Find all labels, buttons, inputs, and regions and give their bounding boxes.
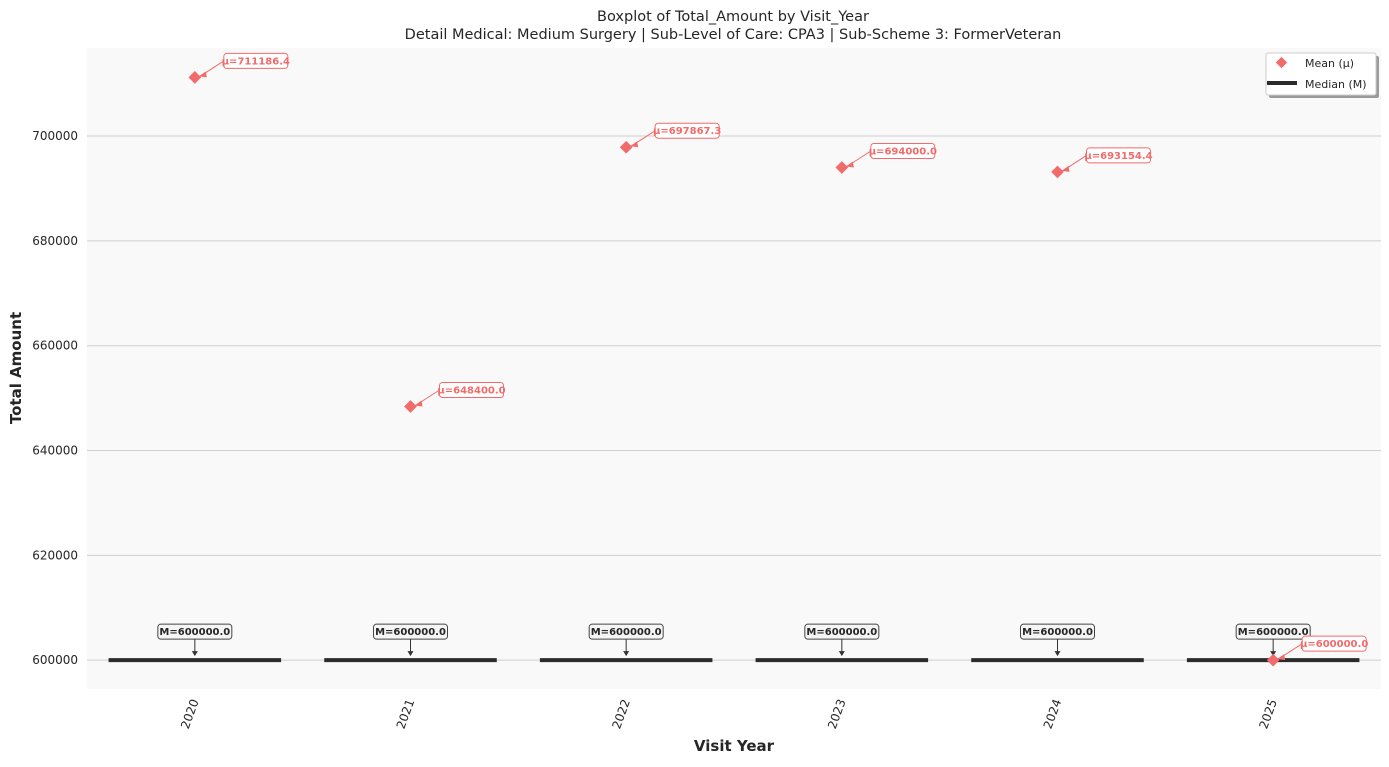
mean-arrow-head xyxy=(1277,654,1286,661)
y-tick-label: 680000 xyxy=(32,234,78,248)
chart-subtitle: Detail Medical: Medium Surgery | Sub-Lev… xyxy=(405,27,1062,43)
mean-arrow-head xyxy=(414,400,423,407)
mean-annotations: μ=711186.4 μ=648400.0 μ=697867.3 μ=694000.0… xyxy=(198,52,1368,661)
y-tick-label: 640000 xyxy=(32,444,78,458)
x-tick-label: 2020 xyxy=(178,697,202,730)
mean-arrow-head xyxy=(630,141,639,148)
median-label: M=600000.0 xyxy=(375,627,446,638)
x-tick-label: 2022 xyxy=(609,697,633,730)
median-label: M=600000.0 xyxy=(1022,627,1093,638)
x-tick-label: 2024 xyxy=(1041,697,1065,730)
median-label: M=600000.0 xyxy=(1238,627,1309,638)
mean-arrow-head xyxy=(198,71,207,78)
y-axis-label: Total Amount xyxy=(7,312,25,424)
legend-mean-marker xyxy=(1275,56,1288,69)
chart-title: Boxplot of Total_Amount by Visit_Year xyxy=(597,9,869,25)
x-tick-label: 2021 xyxy=(394,697,418,730)
plot-area xyxy=(87,48,1381,689)
grid-lines xyxy=(87,135,1381,661)
legend-median-label: Median (M) xyxy=(1305,78,1367,91)
mean-label: μ=697867.3 xyxy=(653,126,721,137)
legend-mean-label: Mean (μ) xyxy=(1305,57,1354,70)
x-tick-label: 2023 xyxy=(825,697,849,730)
x-tick-label: 2025 xyxy=(1256,697,1280,730)
median-annotations: M=600000.0 M=600000.0 M=600000.0 M=600000.0… xyxy=(157,623,1311,657)
y-tick-labels: 600000 620000 640000 660000 680000 700000 xyxy=(32,129,78,667)
median-arrow-head xyxy=(838,651,845,657)
median-arrow-head xyxy=(407,651,414,657)
y-tick-label: 660000 xyxy=(32,339,78,353)
y-tick-label: 600000 xyxy=(32,653,78,667)
mean-arrow-head xyxy=(845,161,854,168)
median-label: M=600000.0 xyxy=(159,627,230,638)
median-label: M=600000.0 xyxy=(591,627,662,638)
median-arrow-head xyxy=(191,651,198,657)
y-tick-label: 700000 xyxy=(32,129,78,143)
median-label: M=600000.0 xyxy=(806,627,877,638)
median-arrow-head xyxy=(1054,651,1061,657)
median-arrow-head xyxy=(1270,651,1277,657)
y-tick-label: 620000 xyxy=(32,548,78,562)
x-axis-label: Visit Year xyxy=(694,737,775,755)
mean-label: μ=600000.0 xyxy=(1300,639,1368,650)
x-tick-labels: 2020 2021 2022 2023 2024 2025 xyxy=(178,697,1280,730)
mean-label: μ=711186.4 xyxy=(222,56,290,67)
mean-marker xyxy=(188,71,202,84)
median-arrow-head xyxy=(623,651,630,657)
mean-label: μ=694000.0 xyxy=(869,146,937,157)
mean-label: μ=648400.0 xyxy=(437,385,505,396)
mean-label: μ=693154.4 xyxy=(1084,151,1152,162)
mean-arrow-head xyxy=(1061,165,1070,172)
mean-marker xyxy=(404,400,417,413)
legend: Mean (μ) Median (M) xyxy=(1265,52,1379,98)
